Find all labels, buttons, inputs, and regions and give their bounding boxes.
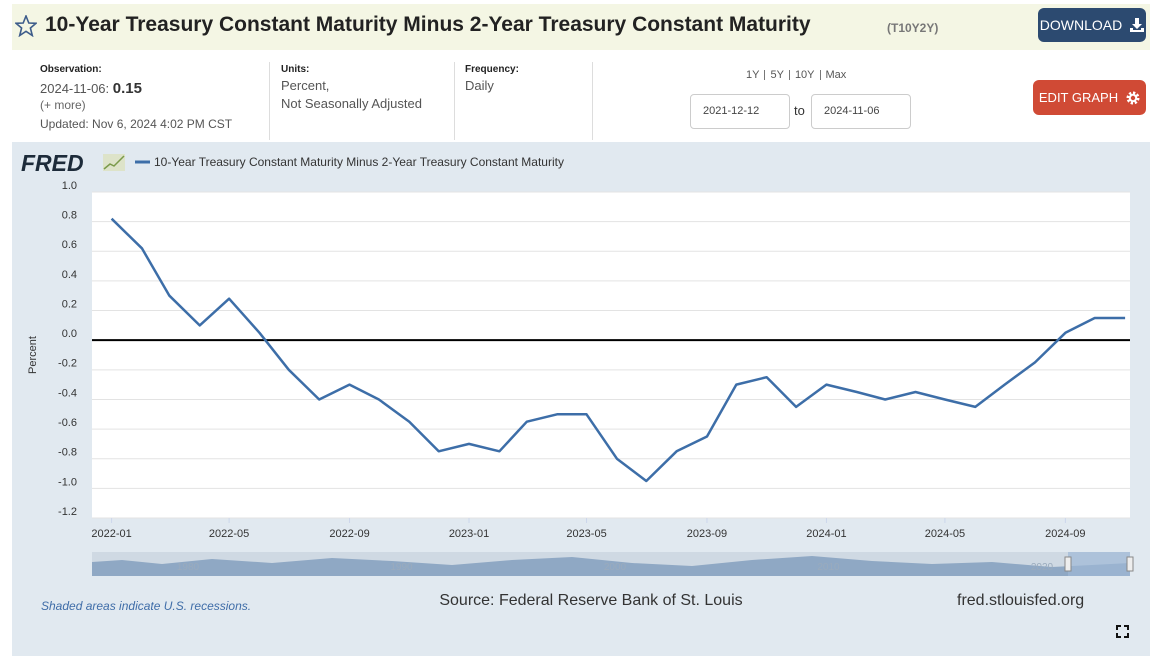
header-bar xyxy=(12,4,1150,50)
y-tick-label: 0.8 xyxy=(62,210,77,222)
y-tick-label: 1.0 xyxy=(62,180,77,192)
divider xyxy=(454,62,455,140)
fred-logo: FRED xyxy=(21,150,84,176)
recession-note: Shaded areas indicate U.S. recessions. xyxy=(41,599,251,613)
x-tick-label: 2023-01 xyxy=(449,528,489,540)
star-icon[interactable] xyxy=(15,15,37,37)
x-tick-label: 2022-05 xyxy=(209,528,249,540)
y-tick-label: -0.4 xyxy=(58,387,77,399)
range-link[interactable]: 1Y xyxy=(746,69,760,81)
navigator-label: 1990 xyxy=(390,562,413,573)
y-tick-label: -0.6 xyxy=(58,417,77,429)
y-tick-label: -1.2 xyxy=(58,506,77,518)
y-tick-label: -0.2 xyxy=(58,358,77,370)
y-axis-label: Percent xyxy=(27,336,39,374)
fullscreen-icon[interactable] xyxy=(1116,625,1129,638)
navigator-handle[interactable] xyxy=(1126,556,1134,572)
range-links: 1Y 5Y 10Y Max xyxy=(741,69,851,81)
x-tick-label: 2022-09 xyxy=(329,528,369,540)
y-tick-label: 0.2 xyxy=(62,298,77,310)
end-date-input[interactable]: 2024-11-06 xyxy=(811,94,911,129)
site-link[interactable]: fred.stlouisfed.org xyxy=(957,592,1084,609)
x-tick-label: 2024-01 xyxy=(806,528,846,540)
navigator-handle[interactable] xyxy=(1064,556,1072,572)
observation: 2024-11-06: 0.15 xyxy=(40,80,142,97)
start-date-input[interactable]: 2021-12-12 xyxy=(690,94,790,129)
range-link[interactable]: 10Y xyxy=(788,70,820,81)
x-tick-label: 2024-05 xyxy=(925,528,965,540)
navigator-label: 1980 xyxy=(177,562,200,573)
divider xyxy=(269,62,270,140)
download-button[interactable]: DOWNLOAD xyxy=(1038,8,1146,42)
download-text: DOWNLOAD xyxy=(1039,17,1123,33)
frequency: Daily xyxy=(465,78,494,93)
updated-value: Nov 6, 2024 4:02 PM CST xyxy=(92,117,233,131)
observation-date: 2024-11-06: xyxy=(40,81,110,96)
navigator-label: 2020 xyxy=(1031,562,1054,573)
series-title: 10-Year Treasury Constant Maturity Minus… xyxy=(45,13,811,36)
y-tick-label: -0.8 xyxy=(58,447,77,459)
series-id: (T10Y2Y) xyxy=(887,21,939,35)
updated: Updated: Nov 6, 2024 4:02 PM CST xyxy=(40,117,232,131)
navigator-label: 2010 xyxy=(817,562,840,573)
download-icon xyxy=(1130,18,1145,32)
legend-label: 10-Year Treasury Constant Maturity Minus… xyxy=(154,155,564,169)
range-link[interactable]: Max xyxy=(819,70,852,81)
series-line xyxy=(110,217,1126,483)
observation-label: Observation: xyxy=(40,64,102,75)
x-tick-label: 2024-09 xyxy=(1045,528,1085,540)
range-link[interactable]: 5Y xyxy=(764,70,788,81)
plot-area xyxy=(92,192,1130,518)
navigator-label: 2000 xyxy=(604,562,627,573)
y-tick-label: 0.0 xyxy=(62,328,77,340)
x-tick-label: 2023-09 xyxy=(687,528,727,540)
units-line: Not Seasonally Adjusted xyxy=(281,96,422,111)
units-label: Units: xyxy=(281,64,310,75)
units-line: Percent, xyxy=(281,78,330,93)
observation-value: 0.15 xyxy=(112,80,142,97)
more-link[interactable]: (+ more) xyxy=(40,98,86,112)
source: Source: Federal Reserve Bank of St. Loui… xyxy=(439,592,742,609)
to-label: to xyxy=(794,103,805,118)
logo-icon xyxy=(103,154,125,171)
y-tick-label: 0.4 xyxy=(62,269,77,281)
chart: FRED 10-Year Treasury Constant Maturity … xyxy=(12,142,1150,656)
y-tick-label: 0.6 xyxy=(62,239,77,251)
divider xyxy=(592,62,593,140)
updated-label: Updated: xyxy=(40,117,89,131)
y-tick-label: -1.0 xyxy=(58,476,77,488)
frequency-label: Frequency: xyxy=(465,64,519,75)
navigator-window[interactable] xyxy=(1068,552,1130,576)
gear-icon xyxy=(1126,91,1140,104)
x-tick-label: 2023-05 xyxy=(566,528,606,540)
x-tick-label: 2022-01 xyxy=(91,528,131,540)
edit-graph-text: EDIT GRAPH xyxy=(1038,90,1119,105)
edit-graph-button[interactable]: EDIT GRAPH xyxy=(1033,80,1146,115)
navigator-area xyxy=(92,556,1130,576)
